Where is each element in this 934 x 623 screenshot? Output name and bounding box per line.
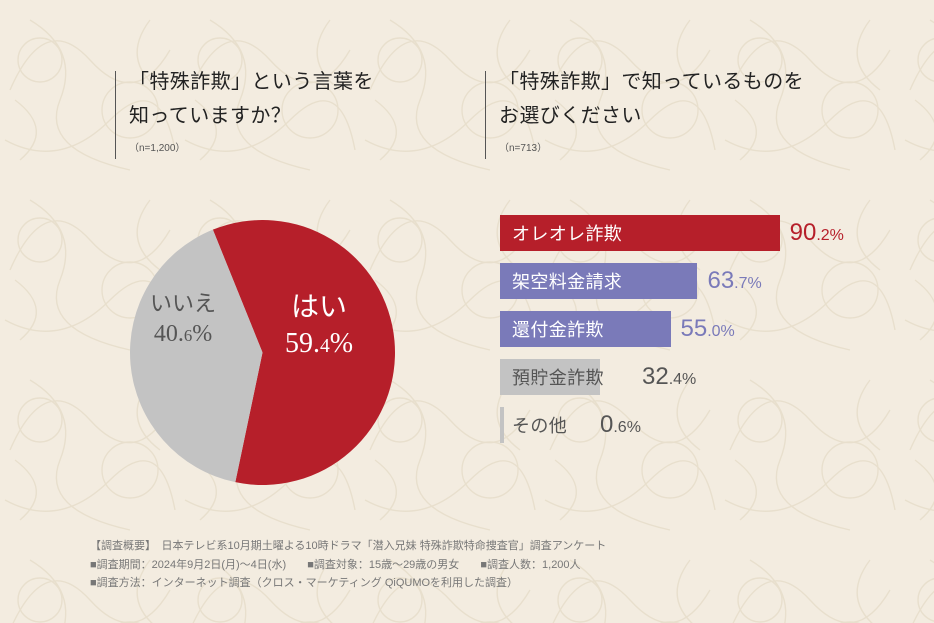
footer-target: ■調査対象：15歳〜29歳の男女 [307, 559, 459, 571]
bar-value: 55.0% [681, 311, 735, 347]
question-left-title-line2: 知っていますか？ [129, 105, 291, 127]
question-left: 「特殊詐欺」という言葉を 知っていますか？ （n=1,200） [115, 65, 455, 154]
pie-label-no: いいえ40.6% [150, 290, 216, 350]
bar-row: 還付金詐欺 55.0% [500, 311, 880, 347]
bar-label: 架空料金請求 [512, 263, 622, 299]
question-left-header: 「特殊詐欺」という言葉を 知っていますか？ （n=1,200） [115, 65, 455, 154]
bar-row: オレオレ詐欺 90.2% [500, 215, 880, 251]
bar-value: 0.6% [600, 407, 641, 443]
bar-label: 還付金詐欺 [512, 311, 604, 347]
bar-label: その他 [512, 407, 567, 443]
question-right-n: （n=713） [499, 139, 885, 154]
footer-method: ■調査方法：インターネット調査（クロス・マーケティング QiQUMOを利用した調… [90, 574, 606, 593]
question-right-rule [485, 71, 486, 159]
question-right-title-line2: お選びください [499, 105, 642, 127]
question-left-n: （n=1,200） [129, 139, 455, 154]
footer-line1: 【調査概要】 日本テレビ系10月期土曜よる10時ドラマ「潜入兄妹 特殊詐欺特命捜… [90, 537, 606, 556]
bar-value: 90.2% [790, 215, 844, 251]
content-root: 「特殊詐欺」という言葉を 知っていますか？ （n=1,200） はい59.4% い… [0, 0, 934, 623]
question-left-title: 「特殊詐欺」という言葉を 知っていますか？ [129, 65, 455, 133]
bar-row: 架空料金請求 63.7% [500, 263, 880, 299]
bar-fill [500, 407, 504, 443]
bar-label: オレオレ詐欺 [512, 215, 622, 251]
question-right-title: 「特殊詐欺」で知っているものを お選びください [499, 65, 885, 133]
question-right: 「特殊詐欺」で知っているものを お選びください （n=713） [485, 65, 885, 154]
bar-value: 63.7% [707, 263, 761, 299]
footer-period: ■調査期間：2024年9月2日(月)〜4日(水) [90, 559, 286, 571]
bar-row: 預貯金詐欺 32.4% [500, 359, 880, 395]
bar-chart: オレオレ詐欺 90.2% 架空料金請求 63.7% 還付金詐欺 55.0% 預貯金詐欺 32.… [500, 215, 880, 455]
question-right-header: 「特殊詐欺」で知っているものを お選びください （n=713） [485, 65, 885, 154]
survey-footer: 【調査概要】 日本テレビ系10月期土曜よる10時ドラマ「潜入兄妹 特殊詐欺特命捜… [90, 537, 606, 593]
bar-value: 32.4% [642, 359, 696, 395]
pie-label-yes: はい59.4% [285, 290, 353, 363]
question-left-rule [115, 71, 116, 159]
pie-svg [130, 220, 395, 485]
bar-row: その他 0.6% [500, 407, 880, 443]
pie-chart [130, 220, 395, 485]
question-right-title-line1: 「特殊詐欺」で知っているものを [499, 71, 804, 93]
question-left-title-line1: 「特殊詐欺」という言葉を [129, 71, 374, 93]
bar-label: 預貯金詐欺 [512, 359, 604, 395]
footer-count: ■調査人数：1,200人 [480, 559, 580, 571]
